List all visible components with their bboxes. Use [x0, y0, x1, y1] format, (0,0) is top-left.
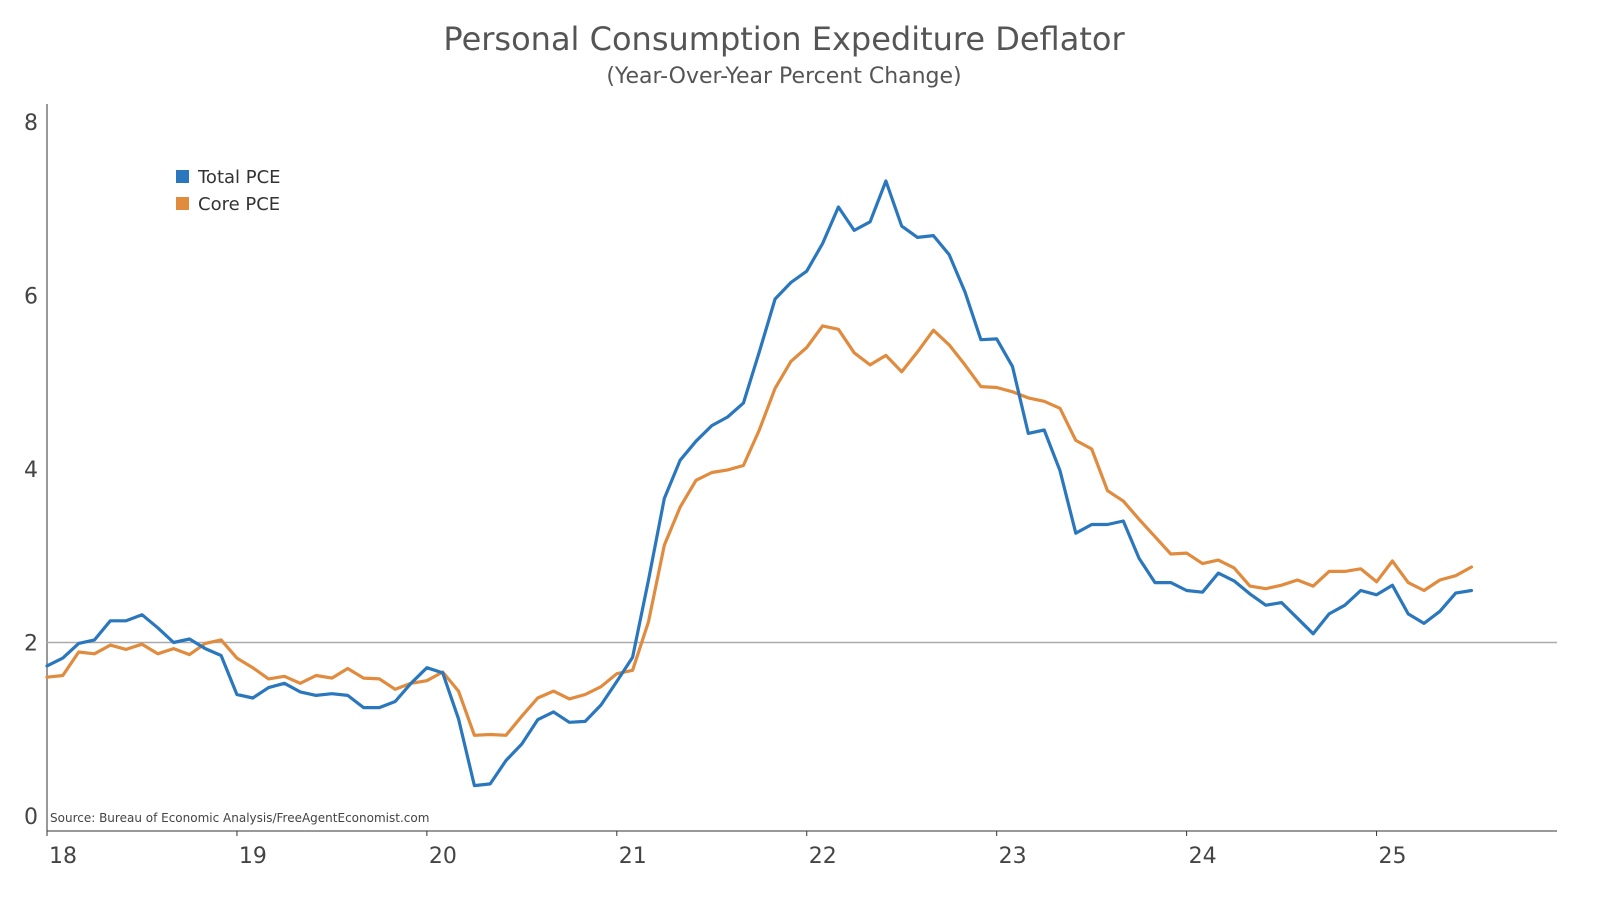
y-tick-label: 8 [24, 111, 38, 136]
x-tick-label: 19 [239, 844, 267, 869]
x-tick-label: 21 [619, 844, 647, 869]
x-axis-ticks: 18 19 20 21 22 23 24 25 [46, 831, 1407, 869]
x-tick-label: 24 [1189, 844, 1217, 869]
legend-swatch [176, 197, 189, 210]
x-tick-label: 18 [49, 844, 77, 869]
y-tick-label: 0 [24, 805, 38, 830]
y-axis-ticks: 0 2 4 6 8 [24, 111, 38, 830]
series-line-total-pce [45, 179, 1474, 788]
x-tick-label: 20 [429, 844, 457, 869]
y-tick-label: 6 [24, 285, 38, 310]
legend: Total PCE Core PCE [176, 167, 281, 215]
legend-label: Total PCE [197, 167, 281, 188]
legend-label: Core PCE [198, 194, 280, 215]
x-tick-label: 25 [1379, 844, 1407, 869]
x-tick-label: 23 [999, 844, 1027, 869]
series-line-core-pce [45, 324, 1474, 737]
legend-swatch [176, 170, 189, 183]
source-note: Source: Bureau of Economic Analysis/Free… [50, 811, 429, 825]
x-tick-label: 22 [809, 844, 837, 869]
y-tick-label: 2 [24, 632, 38, 657]
chart-title: Personal Consumption Expediture Deflator [443, 20, 1125, 58]
series-group [45, 179, 1474, 788]
chart-subtitle: (Year-Over-Year Percent Change) [606, 64, 962, 89]
y-tick-label: 4 [24, 458, 38, 483]
